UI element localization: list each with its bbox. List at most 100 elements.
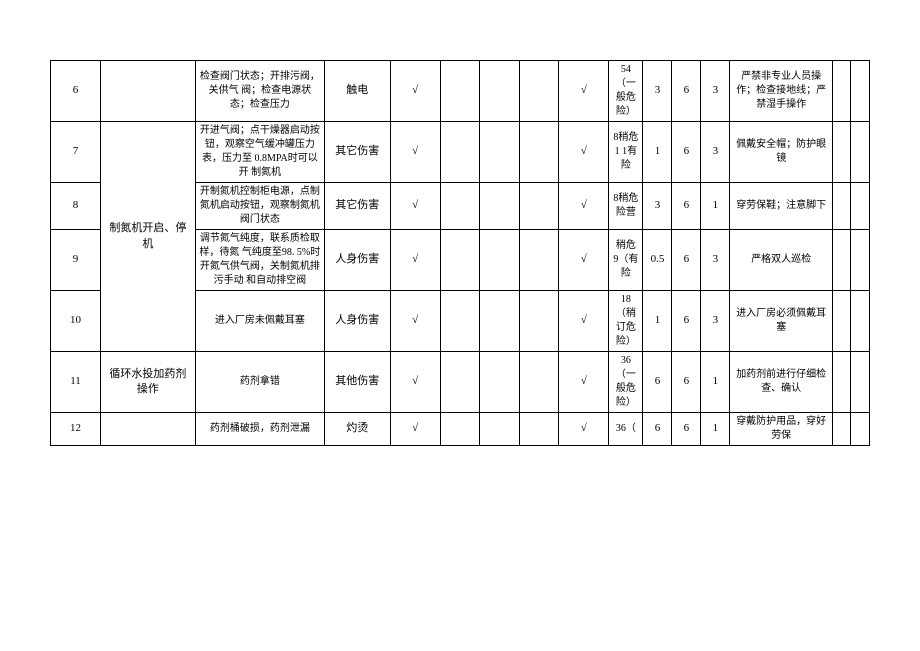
- hazard-type-cell: 人身伤害: [324, 230, 390, 291]
- row-index: 8: [51, 183, 101, 230]
- score-cell: 1: [701, 413, 730, 446]
- empty-cell: [851, 122, 870, 183]
- empty-cell: [833, 291, 851, 352]
- check-cell: [440, 413, 480, 446]
- check-cell: [440, 122, 480, 183]
- empty-cell: [851, 230, 870, 291]
- check-cell: [480, 230, 520, 291]
- check-cell: √: [390, 291, 440, 352]
- description-cell: 药剂拿错: [195, 352, 324, 413]
- check-cell: [480, 291, 520, 352]
- score-cell: 1: [701, 352, 730, 413]
- score-cell: 3: [701, 230, 730, 291]
- score-cell: 1: [643, 291, 672, 352]
- empty-cell: [851, 352, 870, 413]
- check-cell: [480, 413, 520, 446]
- check-cell: [440, 291, 480, 352]
- check-cell: [440, 183, 480, 230]
- hazard-type-cell: 其它伤害: [324, 183, 390, 230]
- empty-cell: [851, 291, 870, 352]
- process-cell: 制氮机开启、停机: [101, 122, 196, 352]
- measure-cell: 严格双人巡检: [730, 230, 833, 291]
- check-cell: [519, 122, 559, 183]
- empty-cell: [851, 61, 870, 122]
- process-cell: 循环水投加药剂操作: [101, 352, 196, 413]
- check-cell: √: [559, 61, 609, 122]
- check-cell: √: [390, 183, 440, 230]
- score-cell: 3: [643, 61, 672, 122]
- score-cell: 6: [672, 352, 701, 413]
- score-cell: 1: [643, 122, 672, 183]
- row-index: 9: [51, 230, 101, 291]
- score-cell: 3: [701, 61, 730, 122]
- check-cell: √: [559, 352, 609, 413]
- score-cell: 1: [701, 183, 730, 230]
- risk-table: 6检查阀门状态；开排污阀，关供气 阀；检查电源状 态；检查压力触电√√54（一般…: [50, 60, 870, 446]
- empty-cell: [833, 183, 851, 230]
- score-cell: 6: [672, 122, 701, 183]
- description-cell: 开制氮机控制柜电源，点制氮机启动按钮，观察制氮机 阀门状态: [195, 183, 324, 230]
- hazard-type-cell: 其他伤害: [324, 352, 390, 413]
- description-cell: 进入厂房未佩戴耳塞: [195, 291, 324, 352]
- process-cell: [101, 413, 196, 446]
- risk-level-cell: 18（稍订危险）: [609, 291, 643, 352]
- table-row: 11循环水投加药剂操作药剂拿错其他伤害√√36（一般危险）661加药剂前进行仔细…: [51, 352, 870, 413]
- table-row: 6检查阀门状态；开排污阀，关供气 阀；检查电源状 态；检查压力触电√√54（一般…: [51, 61, 870, 122]
- risk-level-cell: 54（一般危险）: [609, 61, 643, 122]
- hazard-type-cell: 人身伤害: [324, 291, 390, 352]
- check-cell: [519, 291, 559, 352]
- score-cell: 6: [672, 183, 701, 230]
- measure-cell: 穿戴防护用品，穿好劳保: [730, 413, 833, 446]
- table-row: 7制氮机开启、停机开进气阀；点干燥器启动按钮，观察空气缓冲罐压力表，压力至 0.…: [51, 122, 870, 183]
- check-cell: [440, 61, 480, 122]
- check-cell: [480, 122, 520, 183]
- empty-cell: [851, 183, 870, 230]
- row-index: 11: [51, 352, 101, 413]
- empty-cell: [833, 413, 851, 446]
- check-cell: [519, 61, 559, 122]
- row-index: 12: [51, 413, 101, 446]
- score-cell: 6: [672, 413, 701, 446]
- measure-cell: 加药剂前进行仔细检查、确认: [730, 352, 833, 413]
- hazard-type-cell: 其它伤害: [324, 122, 390, 183]
- measure-cell: 严禁非专业人员操作；检查接地线；严禁湿手操作: [730, 61, 833, 122]
- risk-level-cell: 36（: [609, 413, 643, 446]
- empty-cell: [833, 122, 851, 183]
- check-cell: √: [559, 183, 609, 230]
- score-cell: 6: [672, 291, 701, 352]
- check-cell: √: [559, 291, 609, 352]
- risk-level-cell: 36（一般危险）: [609, 352, 643, 413]
- description-cell: 药剂桶破损，药剂泄漏: [195, 413, 324, 446]
- empty-cell: [833, 230, 851, 291]
- score-cell: 0.5: [643, 230, 672, 291]
- risk-level-cell: 8稍危 1 1有险: [609, 122, 643, 183]
- score-cell: 3: [701, 291, 730, 352]
- check-cell: √: [559, 413, 609, 446]
- risk-level-cell: 稍危 9（有险: [609, 230, 643, 291]
- check-cell: [519, 413, 559, 446]
- check-cell: [480, 183, 520, 230]
- check-cell: √: [559, 122, 609, 183]
- score-cell: 3: [643, 183, 672, 230]
- measure-cell: 佩戴安全帽；防护眼镜: [730, 122, 833, 183]
- score-cell: 6: [643, 413, 672, 446]
- check-cell: √: [390, 61, 440, 122]
- check-cell: √: [390, 230, 440, 291]
- check-cell: [480, 61, 520, 122]
- measure-cell: 进入厂房必须佩戴耳塞: [730, 291, 833, 352]
- empty-cell: [833, 352, 851, 413]
- hazard-type-cell: 触电: [324, 61, 390, 122]
- score-cell: 3: [701, 122, 730, 183]
- score-cell: 6: [643, 352, 672, 413]
- check-cell: [440, 230, 480, 291]
- hazard-type-cell: 灼烫: [324, 413, 390, 446]
- check-cell: [440, 352, 480, 413]
- empty-cell: [851, 413, 870, 446]
- row-index: 7: [51, 122, 101, 183]
- check-cell: [519, 230, 559, 291]
- measure-cell: 穿劳保鞋；注意脚下: [730, 183, 833, 230]
- check-cell: [519, 352, 559, 413]
- empty-cell: [833, 61, 851, 122]
- check-cell: √: [390, 122, 440, 183]
- document-page: 6检查阀门状态；开排污阀，关供气 阀；检查电源状 态；检查压力触电√√54（一般…: [0, 0, 920, 651]
